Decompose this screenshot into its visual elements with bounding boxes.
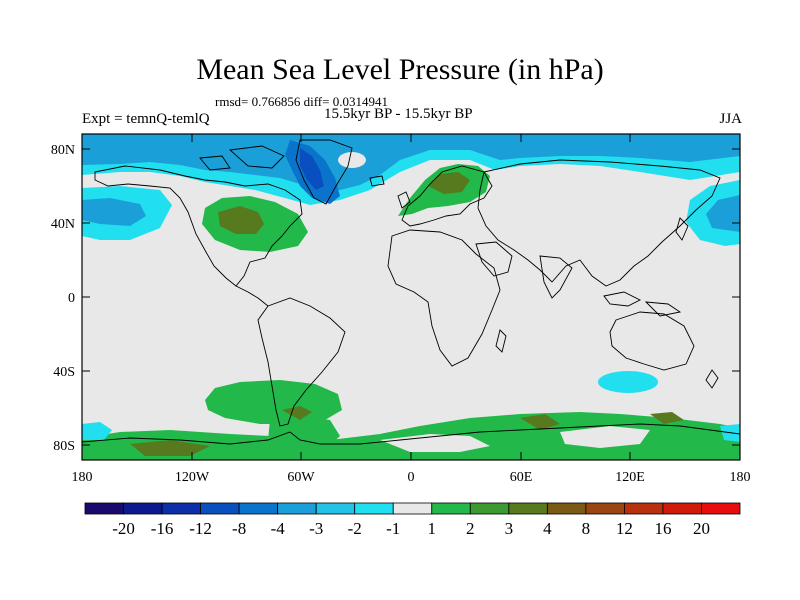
colorbar-label: 1: [428, 519, 437, 538]
lon-label-0: 0: [408, 470, 415, 485]
colorbar-swatch: [508, 502, 548, 515]
colorbar-label: 3: [505, 519, 514, 538]
colorbar-label: -2: [348, 519, 362, 538]
lat-label-0: 0: [68, 291, 75, 306]
neutral-patch-greenland-sea: [338, 152, 366, 168]
lon-label-60w: 60W: [287, 470, 315, 485]
colorbar-label: -1: [386, 519, 400, 538]
colorbar-swatch: [161, 502, 201, 515]
longitude-axis: [81, 134, 741, 460]
drake-positive-core: [282, 406, 312, 420]
colorbar-swatch: [238, 502, 279, 515]
colorbar-label: -3: [309, 519, 323, 538]
season-label: JJA: [719, 111, 742, 127]
coastlines: [82, 139, 740, 445]
south-pacific-negative: [598, 371, 658, 393]
colorbar-swatch: [200, 502, 240, 515]
north-pacific-negative-west-mid: [82, 198, 146, 226]
southern-ocean-positive-core-2: [520, 414, 560, 430]
colorbar-swatch: [123, 502, 163, 515]
colorbar: -20 -16 -12 -8 -4 -3 -2 -1 1 2 3 4 8 12 16 20: [84, 502, 741, 538]
period-subtitle: 15.5kyr BP - 15.5kyr BP: [324, 106, 473, 122]
lat-label-40n: 40N: [51, 217, 75, 232]
lon-label-60e: 60E: [510, 470, 533, 485]
southern-ocean-positive-core-1: [130, 440, 210, 456]
colorbar-swatch: [585, 502, 625, 515]
latitude-axis: [82, 148, 740, 446]
colorbar-swatch: [354, 502, 394, 515]
plot-title: Mean Sea Level Pressure (in hPa): [196, 53, 604, 86]
lon-label-120w: 120W: [175, 470, 210, 485]
lat-label-80s: 80S: [53, 439, 75, 454]
neutral-patch-south-2: [560, 426, 650, 448]
colorbar-swatch: [431, 502, 471, 515]
colorbar-label: -8: [232, 519, 246, 538]
colorbar-swatch: [624, 502, 664, 515]
lon-label-180w: 180: [72, 470, 93, 485]
lon-label-180e: 180: [730, 470, 751, 485]
colorbar-swatch: [701, 502, 741, 515]
colorbar-swatch: [315, 502, 356, 515]
neutral-field: [82, 134, 740, 460]
ross-sea-negative: [82, 422, 112, 440]
greenland-negative-deep: [300, 148, 324, 190]
lat-label-80n: 80N: [51, 143, 75, 158]
lon-label-120e: 120E: [615, 470, 645, 485]
stats-line: rmsd= 0.766856 diff= 0.0314941: [215, 94, 388, 109]
colorbar-swatch: [662, 502, 702, 515]
colorbar-label: 12: [616, 519, 633, 538]
colorbar-label: -16: [151, 519, 174, 538]
southern-ocean-positive-core-3: [650, 412, 684, 424]
colorbar-label: 16: [654, 519, 671, 538]
colorbar-swatch: [546, 502, 587, 515]
southern-ocean-positive: [82, 412, 740, 460]
map-plot-area: [82, 134, 740, 460]
colorbar-label: -4: [271, 519, 286, 538]
lat-label-40s: 40S: [53, 365, 75, 380]
colorbar-swatch: [84, 502, 124, 515]
colorbar-label: -20: [112, 519, 135, 538]
colorbar-swatch: [392, 502, 433, 515]
colorbar-swatch: [469, 502, 510, 515]
north-america-positive-core: [218, 206, 264, 234]
scandinavia-positive-core: [428, 172, 470, 194]
colorbar-label: 4: [543, 519, 552, 538]
north-pacific-negative-east-mid: [706, 195, 740, 232]
colorbar-label: 2: [466, 519, 475, 538]
colorbar-label: 8: [582, 519, 591, 538]
experiment-label: Expt = temnQ-temlQ: [82, 111, 210, 127]
colorbar-swatch: [277, 502, 317, 515]
colorbar-label: -12: [189, 519, 212, 538]
colorbar-label: 20: [693, 519, 710, 538]
neutral-patch-south-1: [380, 434, 490, 452]
